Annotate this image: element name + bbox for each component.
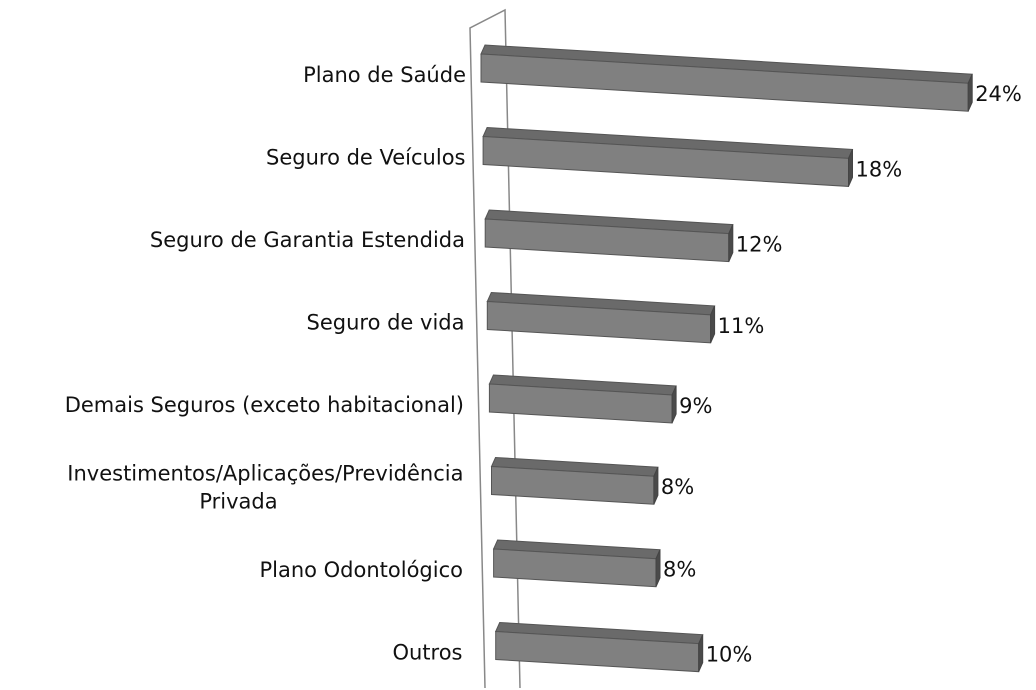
bar	[492, 539, 661, 588]
category-label: Seguro de Veículos	[266, 146, 465, 170]
bar-end	[653, 467, 659, 505]
bar	[480, 44, 973, 112]
bar-end	[671, 385, 677, 424]
value-label: 24%	[975, 82, 1022, 106]
bar	[494, 621, 704, 673]
back-wall	[469, 8, 521, 689]
value-label: 8%	[661, 475, 694, 499]
category-label: Outros	[392, 641, 462, 665]
bar-end	[655, 549, 661, 587]
bar	[484, 209, 734, 263]
value-label: 12%	[736, 233, 783, 257]
category-label: Seguro de vida	[307, 311, 465, 335]
bar-end	[848, 149, 853, 187]
value-label: 8%	[663, 558, 696, 582]
category-label: Plano Odontológico	[259, 558, 463, 582]
value-label: 9%	[679, 394, 712, 418]
bar-end	[698, 634, 704, 672]
bar-end	[710, 305, 716, 344]
value-label: 10%	[706, 643, 753, 667]
wall-outline	[469, 8, 521, 689]
bar-end	[728, 224, 734, 262]
bar	[490, 456, 659, 505]
bar	[482, 126, 854, 187]
bar	[488, 374, 677, 424]
value-label: 11%	[718, 314, 765, 338]
category-label: Demais Seguros (exceto habitacional)	[65, 393, 464, 417]
bar-end	[967, 74, 973, 112]
value-label: 18%	[856, 157, 903, 181]
bar	[486, 291, 716, 344]
category-label: Investimentos/Aplicações/Previdência Priv…	[67, 462, 463, 514]
category-label: Seguro de Garantia Estendida	[150, 228, 465, 252]
category-label: Plano de Saúde	[303, 63, 466, 87]
